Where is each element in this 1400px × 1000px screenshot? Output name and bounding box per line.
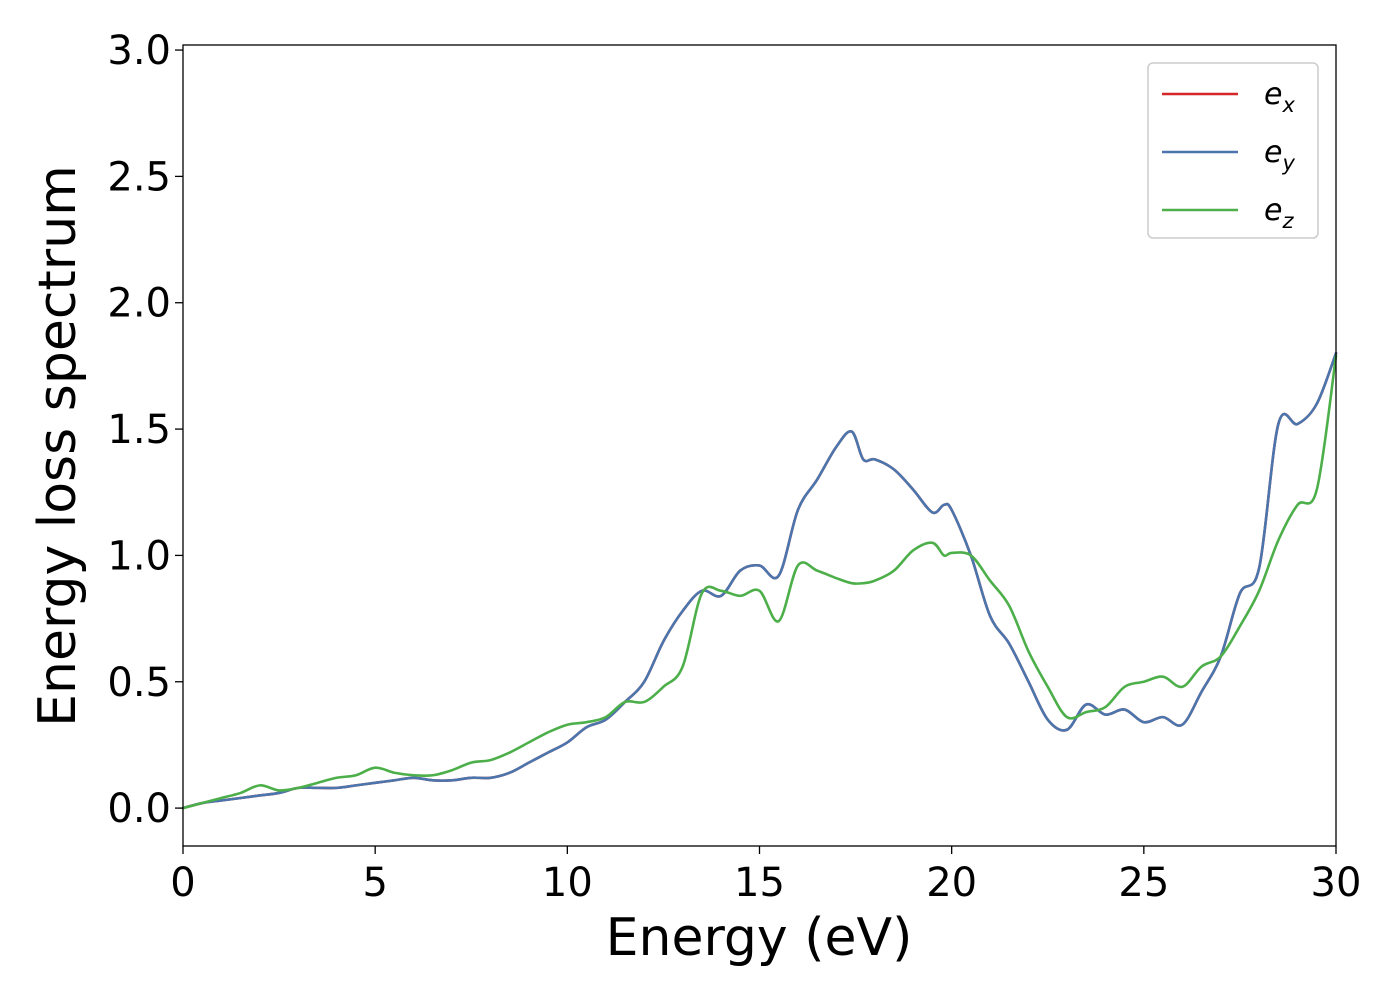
x-tick-label: 0 bbox=[170, 860, 195, 906]
legend-label-ey: ey bbox=[1264, 135, 1295, 175]
legend-label-subscript: x bbox=[1281, 93, 1295, 117]
legend-label-ez: ez bbox=[1264, 193, 1294, 233]
y-tick-label: 3.0 bbox=[107, 28, 171, 74]
x-axis-title: Energy (eV) bbox=[606, 908, 913, 968]
legend-label-subscript: z bbox=[1281, 209, 1294, 233]
y-axis-title: Energy loss spectrum bbox=[28, 165, 88, 727]
x-tick-label: 5 bbox=[362, 860, 387, 906]
series-layer bbox=[181, 351, 1338, 810]
y-tick-label: 2.0 bbox=[107, 281, 171, 327]
y-tick-label: 1.0 bbox=[107, 533, 171, 579]
legend-label-ex: ex bbox=[1264, 77, 1295, 117]
y-axis: 0.0 0.5 1.0 1.5 2.0 2.5 3.0 bbox=[107, 28, 183, 832]
y-tick-label: 1.5 bbox=[107, 407, 171, 453]
legend-label-base: e bbox=[1264, 193, 1282, 228]
y-tick-label: 2.5 bbox=[107, 154, 171, 200]
plot-area bbox=[183, 45, 1336, 846]
x-tick-label: 30 bbox=[1311, 860, 1362, 906]
y-tick-label: 0.5 bbox=[107, 660, 171, 706]
y-tick-label: 0.0 bbox=[107, 786, 171, 832]
x-tick-label: 20 bbox=[926, 860, 977, 906]
legend-box bbox=[1147, 62, 1319, 239]
series-line-ey bbox=[181, 351, 1338, 810]
legend-label-subscript: y bbox=[1281, 151, 1295, 175]
x-tick-label: 25 bbox=[1118, 860, 1169, 906]
x-tick-label: 10 bbox=[542, 860, 593, 906]
series-line-ez bbox=[181, 354, 1338, 810]
legend-label-base: e bbox=[1264, 77, 1282, 112]
x-tick-label: 15 bbox=[734, 860, 785, 906]
x-axis: 0 5 10 15 20 25 30 bbox=[170, 846, 1361, 906]
legend-label-base: e bbox=[1264, 135, 1282, 170]
